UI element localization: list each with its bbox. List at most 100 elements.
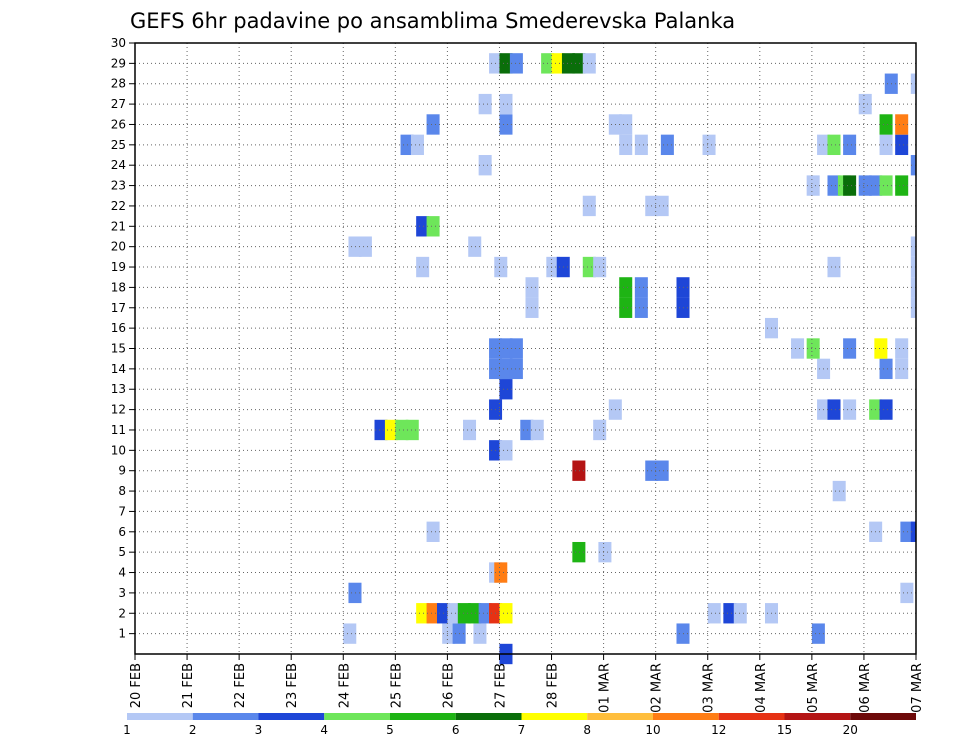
heatmap-cell — [416, 603, 430, 624]
heatmap-cell — [895, 134, 909, 156]
heatmap-cell — [525, 297, 539, 318]
x-tick-label: 20 FEB — [129, 663, 144, 708]
heatmap-cell — [572, 53, 586, 74]
data-cells — [343, 53, 916, 665]
heatmap-cell — [723, 603, 737, 624]
heatmap-cell — [582, 256, 596, 278]
heatmap-cell — [843, 338, 857, 359]
heatmap-cell — [572, 460, 586, 481]
y-tick-label: 5 — [118, 545, 126, 559]
legend-label: 4 — [320, 723, 328, 737]
heatmap-cell — [827, 256, 841, 278]
heatmap-cell — [426, 521, 440, 542]
x-axis: 20 FEB 21 FEB 22 FEB 23 FEB 24 FEB 25 FEB 26 F… — [129, 654, 925, 713]
heatmap-cell — [910, 155, 916, 176]
heatmap-cell — [900, 521, 914, 542]
heatmap-cell — [895, 338, 909, 359]
y-tick-label: 28 — [111, 77, 126, 91]
y-tick-label: 9 — [118, 464, 126, 478]
heatmap-cell — [416, 216, 430, 237]
x-tick-label: 26 FEB — [441, 663, 456, 708]
legend-label: 7 — [518, 723, 526, 737]
heatmap-cell — [551, 53, 565, 74]
heatmap-cell — [447, 603, 461, 624]
legend-label: 2 — [189, 723, 197, 737]
heatmap-cell — [655, 195, 669, 217]
y-tick-label: 15 — [111, 342, 126, 356]
x-tick-label: 28 FEB — [546, 663, 561, 708]
x-tick-label: 24 FEB — [337, 663, 352, 708]
heatmap-cell — [561, 53, 575, 74]
x-tick-label: 07 MAR — [910, 663, 925, 713]
heatmap-cell — [910, 236, 916, 257]
heatmap-cell — [827, 175, 841, 196]
x-tick-label: 03 MAR — [702, 663, 717, 713]
heatmap-cell — [895, 175, 909, 196]
legend-label: 8 — [583, 723, 591, 737]
y-tick-label: 19 — [111, 260, 126, 274]
y-tick-label: 12 — [111, 403, 126, 417]
legend-label: 10 — [645, 723, 660, 737]
heatmap-cell — [598, 541, 612, 563]
heatmap-cell — [468, 236, 482, 257]
heatmap-cell — [499, 358, 513, 380]
heatmap-cell — [655, 460, 669, 481]
legend-label: 15 — [777, 723, 792, 737]
heatmap-cell — [509, 358, 523, 380]
y-tick-label: 10 — [111, 443, 126, 457]
y-axis: 1234567891011121314151617181920212223242… — [111, 36, 135, 641]
heatmap-cell — [634, 134, 648, 156]
heatmap-cell — [806, 338, 820, 359]
heatmap-cell — [463, 419, 477, 441]
y-tick-label: 24 — [111, 158, 126, 172]
heatmap-cell — [900, 582, 914, 604]
legend-swatch — [718, 713, 785, 720]
legend-swatch — [784, 713, 851, 720]
heatmap-cell — [478, 93, 492, 115]
heatmap-cell — [634, 277, 648, 298]
y-tick-label: 14 — [111, 362, 126, 376]
heatmap-cell — [358, 236, 372, 257]
heatmap-cell — [509, 53, 523, 74]
heatmap-cell — [426, 114, 440, 135]
heatmap-cell — [499, 338, 513, 359]
heatmap-cell — [733, 603, 747, 624]
heatmap-cell — [879, 399, 893, 420]
x-tick-label: 06 MAR — [858, 663, 873, 713]
y-tick-label: 25 — [111, 138, 126, 152]
heatmap-cell — [858, 175, 872, 196]
y-tick-label: 3 — [118, 586, 126, 600]
x-tick-label: 05 MAR — [806, 663, 821, 713]
heatmap-cell — [619, 134, 633, 156]
heatmap-cell — [827, 134, 841, 156]
y-tick-label: 8 — [118, 484, 126, 498]
legend-swatch — [521, 713, 588, 720]
legend-swatch — [653, 713, 719, 720]
heatmap-cell — [499, 379, 513, 400]
heatmap-cell — [879, 134, 893, 156]
chart-title: GEFS 6hr padavine po ansamblima Smederev… — [130, 9, 735, 33]
y-tick-label: 2 — [118, 606, 126, 620]
legend-swatch — [324, 713, 390, 720]
heatmap-cell — [468, 603, 482, 624]
heatmap-cell — [410, 134, 424, 156]
heatmap-cell — [879, 175, 893, 196]
y-tick-label: 22 — [111, 199, 126, 213]
heatmap-cell — [582, 53, 596, 74]
y-tick-label: 30 — [111, 36, 126, 50]
legend-label: 20 — [843, 723, 858, 737]
heatmap-cell — [843, 175, 857, 196]
y-tick-label: 1 — [118, 627, 126, 641]
legend-swatch — [850, 713, 916, 720]
heatmap-cell — [499, 93, 513, 115]
x-tick-label: 02 MAR — [650, 663, 665, 713]
heatmap-cell — [494, 562, 508, 583]
x-tick-label: 23 FEB — [285, 663, 300, 708]
heatmap-cell — [499, 603, 513, 624]
legend-label: 12 — [711, 723, 726, 737]
heatmap-cell — [619, 297, 633, 318]
heatmap-cell — [843, 399, 857, 420]
heatmap-cell — [702, 134, 716, 156]
heatmap-cell — [478, 603, 492, 624]
